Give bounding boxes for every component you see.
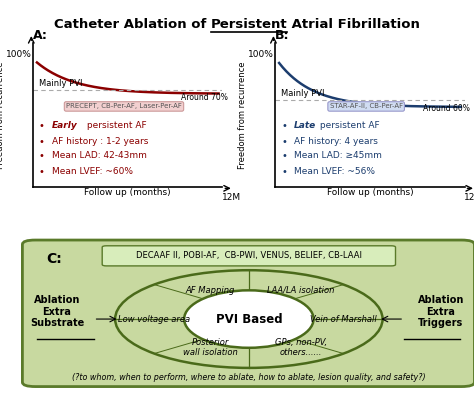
FancyBboxPatch shape xyxy=(22,240,474,387)
Y-axis label: Freedom from recurrence: Freedom from recurrence xyxy=(237,61,246,169)
Text: AF history: 4 years: AF history: 4 years xyxy=(294,137,378,146)
Text: AF history : 1-2 years: AF history : 1-2 years xyxy=(52,137,148,146)
Text: PVI Based: PVI Based xyxy=(216,312,282,325)
Text: •: • xyxy=(39,167,45,177)
Text: persistent AF: persistent AF xyxy=(317,121,380,130)
Text: Mainly PVI: Mainly PVI xyxy=(39,79,82,88)
Text: Vein of Marshall: Vein of Marshall xyxy=(310,314,377,323)
Text: 12M: 12M xyxy=(222,193,241,202)
Text: •: • xyxy=(39,121,45,131)
Text: DECAAF II, POBI-AF,  CB-PWI, VENUS, BELIEF, CB-LAAI: DECAAF II, POBI-AF, CB-PWI, VENUS, BELIE… xyxy=(136,251,362,260)
Text: Mean LVEF: ~60%: Mean LVEF: ~60% xyxy=(52,167,133,176)
Text: PRECEPT, CB-Per-AF, Laser-Per-AF: PRECEPT, CB-Per-AF, Laser-Per-AF xyxy=(66,103,182,109)
Text: persistent AF: persistent AF xyxy=(84,121,147,130)
Text: Ablation
Extra
Substrate: Ablation Extra Substrate xyxy=(30,295,84,329)
FancyBboxPatch shape xyxy=(102,246,395,266)
Text: Mainly PVI: Mainly PVI xyxy=(281,90,325,98)
Text: B:: B: xyxy=(275,29,290,42)
Text: •: • xyxy=(281,121,287,131)
Text: •: • xyxy=(39,137,45,147)
Text: 12M: 12M xyxy=(465,193,474,202)
Text: Atrial Fibrillation: Atrial Fibrillation xyxy=(287,18,420,31)
Text: LAA/LA isolation: LAA/LA isolation xyxy=(267,286,334,295)
X-axis label: Follow up (months): Follow up (months) xyxy=(327,188,413,197)
Text: C:: C: xyxy=(46,252,62,266)
Text: Posterior
wall isolation: Posterior wall isolation xyxy=(182,338,237,358)
Text: •: • xyxy=(281,167,287,177)
Text: Low voltage area: Low voltage area xyxy=(118,314,190,323)
Text: •: • xyxy=(281,151,287,161)
Text: STAR-AF-II, CB-Per-AF: STAR-AF-II, CB-Per-AF xyxy=(329,103,403,109)
X-axis label: Follow up (months): Follow up (months) xyxy=(84,188,171,197)
Text: Mean LVEF: ~56%: Mean LVEF: ~56% xyxy=(294,167,375,176)
Text: Persistent: Persistent xyxy=(211,18,287,31)
Text: Around 60%: Around 60% xyxy=(423,104,470,113)
Text: Mean LAD: 42-43mm: Mean LAD: 42-43mm xyxy=(52,151,147,160)
Text: •: • xyxy=(281,137,287,147)
Y-axis label: Freedom from recurrence: Freedom from recurrence xyxy=(0,61,5,169)
Text: (?to whom, when to perform, where to ablate, how to ablate, lesion quality, and : (?to whom, when to perform, where to abl… xyxy=(72,373,426,382)
Text: Late: Late xyxy=(294,121,317,130)
Text: GPs, non-PV,
others......: GPs, non-PV, others...... xyxy=(274,338,327,358)
Text: Early: Early xyxy=(52,121,78,130)
Text: Catheter Ablation of: Catheter Ablation of xyxy=(54,18,211,31)
Text: Around 70%: Around 70% xyxy=(181,94,228,103)
Text: Ablation
Extra
Triggers: Ablation Extra Triggers xyxy=(418,295,464,329)
Text: AF Mapping: AF Mapping xyxy=(185,286,235,295)
Ellipse shape xyxy=(184,290,313,348)
Text: •: • xyxy=(39,151,45,161)
Text: A:: A: xyxy=(33,29,48,42)
Text: Mean LAD: ≥45mm: Mean LAD: ≥45mm xyxy=(294,151,382,160)
